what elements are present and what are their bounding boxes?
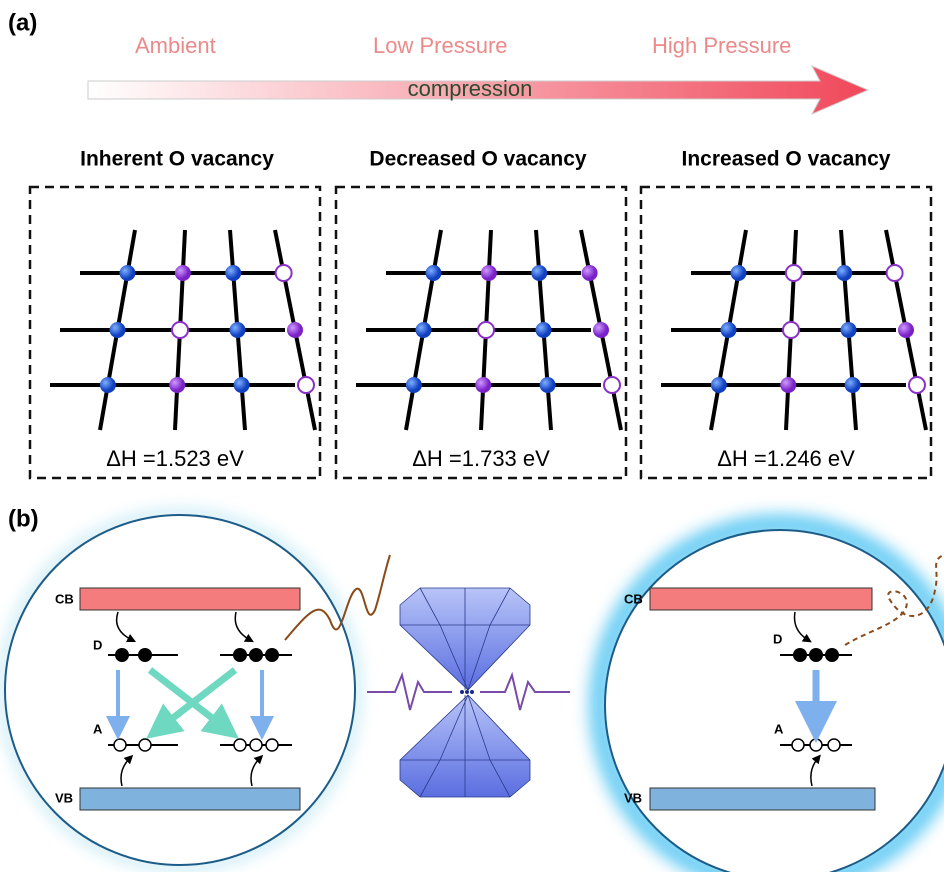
- panel-box: [334, 185, 628, 480]
- atom: [539, 377, 556, 393]
- vb-band: [79, 787, 301, 811]
- panel-box: [639, 185, 933, 480]
- atom: [581, 265, 598, 281]
- atom: [593, 322, 609, 338]
- vb-label: VB: [624, 790, 642, 805]
- atom: [840, 322, 857, 338]
- atom: [229, 322, 246, 338]
- vacancy: [274, 264, 293, 282]
- atom: [109, 322, 126, 338]
- cb-label: CB: [55, 591, 74, 606]
- energy-label: ΔH =1.246 eV: [717, 446, 855, 471]
- panel-box: [28, 185, 322, 480]
- energy-label: ΔH =1.523 eV: [106, 446, 244, 471]
- vacancy: [908, 376, 926, 394]
- acceptor-label: A: [774, 721, 784, 736]
- donor-label: D: [773, 631, 782, 646]
- atom: [480, 265, 497, 281]
- vacancy: [885, 264, 904, 282]
- atom: [169, 377, 186, 393]
- diamond-anvil: [399, 587, 531, 798]
- circle: [604, 529, 944, 872]
- donor-label: D: [93, 637, 102, 652]
- vacancy: [477, 321, 495, 339]
- energy-label: ΔH =1.733 eV: [412, 446, 550, 471]
- atom: [531, 265, 548, 281]
- panel-title: Inherent O vacancy: [80, 148, 274, 171]
- vb-label: VB: [55, 790, 73, 805]
- vacancy: [171, 321, 189, 339]
- emission: [284, 554, 391, 641]
- panel-label: (b): [8, 505, 39, 532]
- panel-title: Increased O vacancy: [682, 148, 891, 171]
- cb-label: CB: [624, 591, 643, 606]
- atom: [99, 377, 116, 393]
- arrow-label: compression: [408, 76, 533, 101]
- atom: [898, 322, 914, 338]
- atom: [836, 265, 853, 281]
- stage-label: High Pressure: [652, 33, 791, 58]
- panel-label: (a): [8, 9, 37, 36]
- atom: [475, 377, 492, 393]
- atom: [710, 377, 727, 393]
- cb-band: [79, 587, 301, 611]
- vacancy: [782, 321, 800, 339]
- vacancy: [784, 264, 803, 282]
- atom: [780, 377, 797, 393]
- glow: [589, 514, 944, 872]
- vacancy: [603, 376, 621, 394]
- atom: [415, 322, 432, 338]
- atom: [174, 265, 191, 281]
- atom: [844, 377, 861, 393]
- atom: [730, 265, 747, 281]
- atom: [287, 322, 303, 338]
- cb-band: [649, 587, 873, 611]
- stage-label: Low Pressure: [373, 33, 508, 58]
- vacancy: [297, 376, 315, 394]
- vb-band: [649, 787, 876, 811]
- atom: [119, 265, 136, 281]
- acceptor-label: A: [93, 721, 103, 736]
- atom: [535, 322, 552, 338]
- compression-arrow: [87, 64, 870, 116]
- atom: [405, 377, 422, 393]
- atom: [425, 265, 442, 281]
- panel-title: Decreased O vacancy: [369, 148, 586, 171]
- atom: [233, 377, 250, 393]
- atom: [720, 322, 737, 338]
- stage-label: Ambient: [135, 33, 216, 58]
- atom: [225, 265, 242, 281]
